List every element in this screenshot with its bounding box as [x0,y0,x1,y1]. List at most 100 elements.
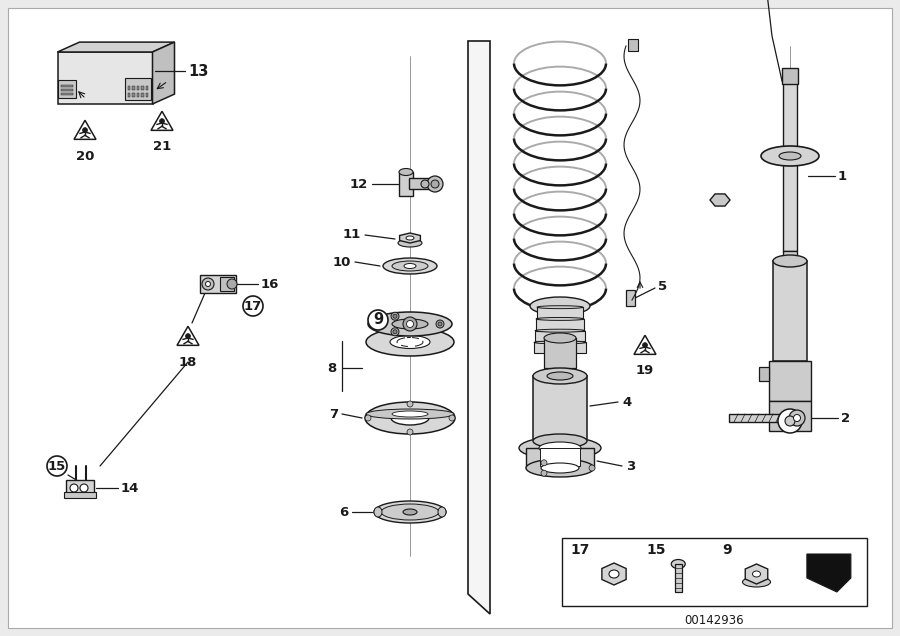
Bar [409,178,431,189]
Text: 18: 18 [179,356,197,368]
Polygon shape [400,233,420,243]
Bar [769,401,811,431]
Circle shape [159,119,165,123]
Ellipse shape [544,333,576,343]
Circle shape [393,314,397,318]
Ellipse shape [365,402,455,434]
Bar [729,414,794,422]
Circle shape [407,401,413,407]
Text: 4: 4 [622,396,631,408]
Circle shape [643,343,647,348]
Bar [58,80,76,98]
Circle shape [403,317,417,331]
Ellipse shape [537,306,583,308]
Polygon shape [710,194,730,206]
Bar [628,39,638,51]
Bar [399,172,413,196]
Circle shape [227,279,237,289]
Circle shape [589,465,595,471]
Polygon shape [177,326,199,345]
Bar [128,86,130,90]
Text: 5: 5 [658,279,667,293]
Circle shape [407,429,413,435]
Ellipse shape [406,236,414,240]
Ellipse shape [547,372,573,380]
Ellipse shape [366,409,454,419]
Bar [536,319,584,329]
Bar [526,448,594,468]
Ellipse shape [519,437,601,459]
Bar [141,86,143,90]
Ellipse shape [391,411,429,425]
Ellipse shape [368,312,452,336]
Ellipse shape [390,336,430,349]
Text: 8: 8 [327,361,336,375]
Ellipse shape [392,261,428,271]
Circle shape [365,415,371,421]
Bar [220,277,234,291]
Polygon shape [807,554,850,592]
Ellipse shape [752,571,760,577]
Ellipse shape [671,560,685,569]
Circle shape [789,410,805,426]
Circle shape [83,128,87,133]
Bar [782,68,798,84]
Circle shape [431,180,439,188]
Circle shape [541,460,547,466]
Polygon shape [745,564,768,584]
Bar [544,338,576,368]
Text: 21: 21 [153,141,171,153]
Circle shape [407,321,413,328]
Circle shape [778,409,802,433]
Text: 3: 3 [626,459,635,473]
Polygon shape [634,335,656,354]
Ellipse shape [535,329,585,332]
Circle shape [368,310,388,330]
Bar [128,93,130,97]
Bar [759,367,769,381]
Text: 16: 16 [261,277,279,291]
Polygon shape [468,41,490,614]
Text: 2: 2 [841,411,850,424]
Ellipse shape [366,328,454,356]
Bar [534,342,586,353]
Ellipse shape [533,368,587,384]
Text: 9: 9 [373,312,383,328]
Text: 17: 17 [244,300,262,312]
Bar [60,88,73,91]
Bar [146,86,148,90]
Ellipse shape [533,434,587,448]
Bar [562,538,867,606]
Text: 7: 7 [328,408,338,420]
Circle shape [47,456,67,476]
Text: 12: 12 [350,177,368,191]
Polygon shape [602,563,626,585]
Circle shape [70,484,78,492]
Ellipse shape [392,411,428,417]
Ellipse shape [392,319,428,329]
Bar [773,261,807,361]
Bar [783,76,797,251]
Ellipse shape [742,577,770,587]
Circle shape [421,180,429,188]
Ellipse shape [530,297,590,315]
Bar [60,85,73,87]
Ellipse shape [541,463,579,473]
Ellipse shape [383,258,437,274]
Bar [141,93,143,97]
Circle shape [243,296,263,316]
Bar [124,78,150,100]
Circle shape [391,312,399,320]
Ellipse shape [404,263,416,268]
Ellipse shape [539,442,581,454]
Circle shape [393,330,397,334]
Circle shape [185,334,191,338]
Ellipse shape [761,146,819,166]
Ellipse shape [374,501,446,523]
Bar [783,251,797,286]
Ellipse shape [398,239,422,247]
Ellipse shape [534,341,586,344]
Text: 19: 19 [636,364,654,377]
Bar [146,93,148,97]
Bar [537,307,583,318]
